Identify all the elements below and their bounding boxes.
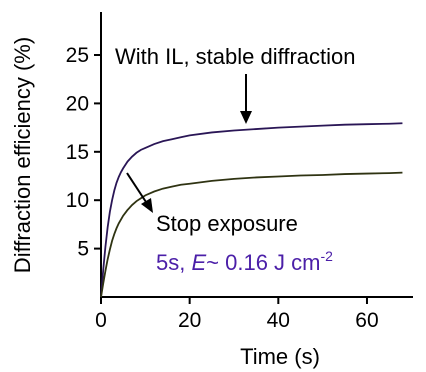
series-line-1 [100, 122, 403, 298]
annotation-energy-part-1: 5s, [156, 250, 191, 275]
series-line-2 [100, 171, 403, 298]
ticks: 0 20 40 60 5 10 15 20 25 [66, 44, 379, 332]
annotation-energy-part-2: ~ 0.16 J cm [206, 250, 320, 275]
y-tick-label: 15 [66, 141, 89, 164]
arrowhead-stable-diffraction [240, 111, 252, 124]
annotation-energy: 5s, E~ 0.16 J cm-2 [156, 248, 333, 275]
x-tick-label: 0 [95, 309, 107, 332]
annotation-energy-symbol: E [191, 250, 206, 275]
arrowhead-stop-exposure [141, 198, 153, 213]
series [100, 122, 403, 298]
x-tick-label: 60 [355, 309, 378, 332]
x-tick-label: 20 [178, 309, 201, 332]
y-tick-label: 25 [66, 44, 89, 67]
annotations: With IL, stable diffraction Stop exposur… [115, 44, 356, 275]
y-axis-title: Diffraction efficiency (%) [10, 37, 35, 273]
x-axis-title: Time (s) [240, 344, 320, 369]
y-tick-label: 10 [66, 189, 89, 212]
annotation-stop-exposure: Stop exposure [156, 211, 298, 236]
y-tick-label: 20 [66, 92, 89, 115]
arrow-stop-exposure [126, 172, 147, 203]
annotation-stable-diffraction: With IL, stable diffraction [115, 44, 356, 69]
annotation-energy-exponent: -2 [321, 248, 334, 264]
y-tick-label: 5 [77, 238, 89, 261]
x-tick-label: 40 [267, 309, 290, 332]
